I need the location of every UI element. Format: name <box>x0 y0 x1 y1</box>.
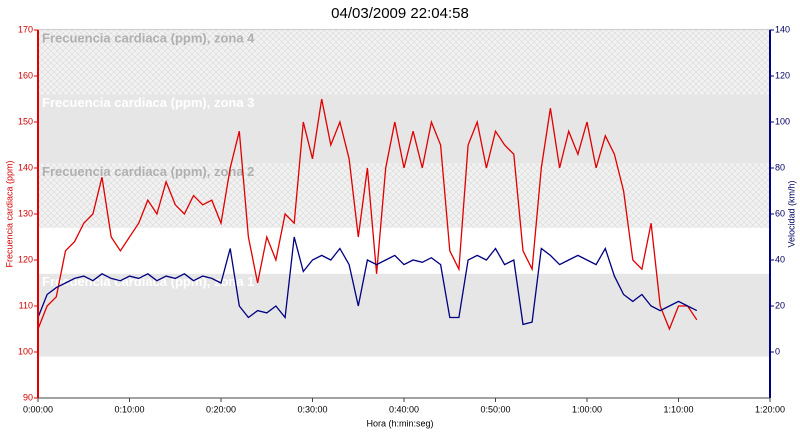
zone-band <box>39 94 769 164</box>
x-tick-label: 1:20:00 <box>755 404 785 414</box>
zone-band <box>39 30 769 95</box>
y-tick-label: 90 <box>23 392 33 402</box>
series-line <box>37 236 698 326</box>
y-tick-label: 130 <box>18 208 33 218</box>
y2-tick-label: 80 <box>775 162 785 172</box>
y2-tick-label: 40 <box>775 254 785 264</box>
y2-tick-label: 100 <box>775 116 790 126</box>
series-line <box>37 98 698 331</box>
chart-title: 04/03/2009 22:04:58 <box>331 5 469 22</box>
x-tick-label: 0:00:00 <box>23 404 53 414</box>
x-axis-label: Hora (h:min:seg) <box>366 418 433 428</box>
y-tick-label: 170 <box>18 24 33 34</box>
y-tick-label: 120 <box>18 254 33 264</box>
y-tick-label: 140 <box>18 162 33 172</box>
x-tick-label: 0:10:00 <box>114 404 144 414</box>
y2-tick-label: 60 <box>775 208 785 218</box>
zone-label: Frecuencia cardiaca (ppm), zona 1 <box>42 274 254 289</box>
y2-tick-label: 0 <box>775 346 780 356</box>
y-axis-label: Frecuencia cardiaca (ppm) <box>4 160 14 267</box>
y-tick-label: 110 <box>19 300 33 310</box>
y2-tick-label: 20 <box>775 300 785 310</box>
y2-tick-label: 140 <box>775 24 790 34</box>
y-tick-label: 150 <box>18 116 33 126</box>
x-tick-label: 0:50:00 <box>480 404 510 414</box>
y2-tick-label: 120 <box>775 70 790 80</box>
y-tick-label: 100 <box>18 346 33 356</box>
zone-label: Frecuencia cardiaca (ppm), zona 4 <box>42 30 255 45</box>
x-tick-label: 0:20:00 <box>206 404 236 414</box>
x-tick-label: 0:30:00 <box>297 404 327 414</box>
x-tick-label: 1:00:00 <box>572 404 602 414</box>
zone-label: Frecuencia cardiaca (ppm), zona 2 <box>42 164 254 179</box>
y2-axis-label: Velocidad (km/h) <box>786 180 796 247</box>
zone-band <box>39 163 769 228</box>
x-tick-label: 1:10:00 <box>663 404 693 414</box>
x-tick-label: 0:40:00 <box>389 404 419 414</box>
zone-label: Frecuencia cardiaca (ppm), zona 3 <box>42 95 254 110</box>
y-tick-label: 160 <box>18 70 33 80</box>
zone-band <box>39 273 769 357</box>
